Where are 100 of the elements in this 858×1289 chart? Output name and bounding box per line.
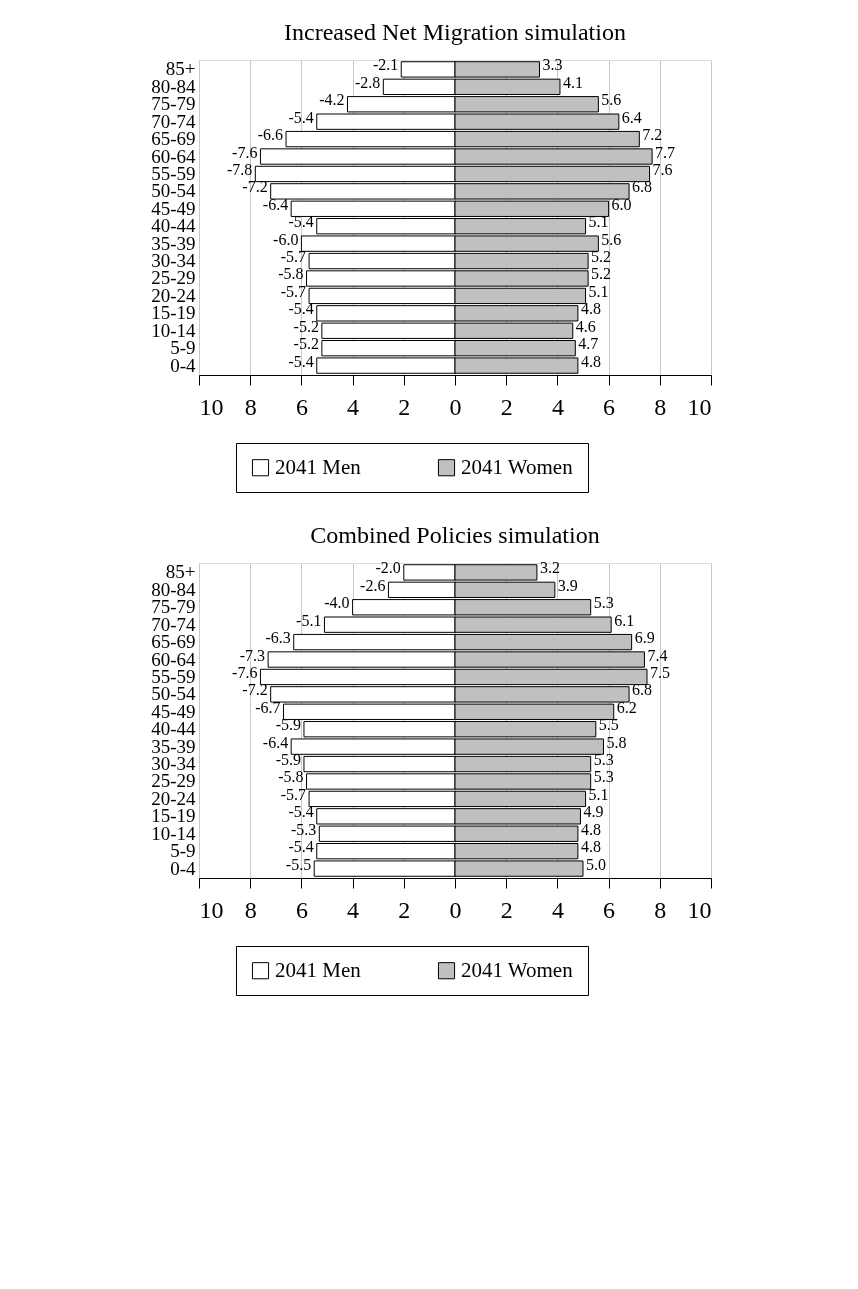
x-tick-label: 6 [603,896,616,923]
data-label: -5.9 [275,716,301,734]
data-label: -2.8 [354,73,381,91]
data-label: 7.6 [652,160,673,178]
data-label: -6.6 [257,126,284,144]
data-label: -7.2 [242,681,268,699]
data-label: -7.2 [242,178,268,196]
data-label: 6.8 [632,681,653,699]
x-tick-label: 8 [244,896,257,923]
legend-label: 2041 Men [275,454,362,479]
x-tick-label: 2 [398,393,411,420]
data-label: 4.8 [580,838,601,856]
data-label: -5.2 [293,317,319,335]
data-label: -7.6 [232,663,258,681]
data-label: 5.8 [606,733,627,751]
x-tick-label: 6 [295,393,308,420]
data-label: -4.2 [319,91,345,109]
data-label: 7.2 [642,126,663,144]
data-label: 6.1 [614,611,635,629]
data-label: -5.8 [278,768,304,786]
data-label: -5.1 [296,611,322,629]
data-label: 5.2 [591,248,612,266]
legend-label: 2041 Women [461,454,574,479]
data-label: -5.4 [288,352,314,370]
x-tick-label: 2 [500,393,513,420]
data-label: 5.1 [588,282,609,300]
data-label: -5.4 [288,803,314,821]
data-label: -5.4 [288,213,314,231]
data-label: 6.0 [611,195,632,213]
data-label: -6.7 [255,698,281,716]
x-tick-label: 2 [398,896,411,923]
data-label: 6.4 [621,108,642,126]
data-label: -5.8 [278,265,304,283]
data-label: -5.5 [285,855,312,873]
data-label: 4.9 [583,803,604,821]
chart-title: Combined Policies simulation [310,522,600,549]
legend-label: 2041 Women [461,957,574,982]
data-label: -5.7 [280,282,307,300]
data-label: 5.0 [586,855,606,873]
data-label: 4.7 [578,335,599,353]
data-label: 3.3 [542,56,563,74]
data-label: 3.2 [539,559,560,577]
data-label: 4.8 [580,300,601,318]
data-label: 4.8 [580,352,601,370]
data-label: 5.5 [598,716,619,734]
data-label: -2.6 [360,576,386,594]
data-label: -5.4 [288,838,314,856]
data-label: 7.4 [647,646,668,664]
data-label: 3.9 [557,576,578,594]
data-label: -5.2 [293,335,319,353]
x-tick-label: 8 [244,393,257,420]
data-label: -5.7 [280,248,307,266]
x-tick-label: 4 [551,896,564,923]
data-label: 4.8 [580,820,601,838]
x-tick-label: 0 [449,896,462,923]
data-label: 5.1 [588,213,609,231]
data-label: 6.2 [616,698,637,716]
x-tick-label: 10 [199,896,224,923]
data-label: 6.9 [634,629,655,647]
data-label: -7.6 [232,143,258,161]
data-label: -6.3 [265,629,291,647]
x-tick-label: 4 [551,393,564,420]
data-label: -4.0 [324,594,350,612]
x-tick-label: 10 [687,393,712,420]
data-label: 7.5 [650,663,670,681]
x-tick-label: 4 [347,896,360,923]
data-label: 6.8 [632,178,653,196]
x-tick-label: 8 [654,393,667,420]
x-tick-label: 10 [687,896,712,923]
data-label: 5.6 [601,91,622,109]
data-label: 5.3 [593,751,614,769]
x-tick-label: 6 [295,896,308,923]
chart-title: Increased Net Migration simulation [284,19,626,46]
data-label: 5.1 [588,785,609,803]
legend-label: 2041 Men [275,957,362,982]
data-label: -2.1 [372,56,399,74]
data-label: -7.3 [239,646,266,664]
data-label: 4.1 [562,73,583,91]
data-label: 5.6 [601,230,622,248]
data-label: -5.9 [275,751,301,769]
x-tick-label: 8 [654,896,667,923]
x-tick-label: 0 [449,393,462,420]
data-label: -5.4 [288,108,314,126]
data-label: -5.7 [280,785,307,803]
x-tick-label: 6 [603,393,616,420]
data-label: -6.4 [262,195,289,213]
data-label: -5.3 [290,820,317,838]
data-label: -7.8 [226,160,253,178]
x-tick-label: 10 [199,393,224,420]
data-label: 5.2 [591,265,612,283]
data-label: -6.4 [262,733,289,751]
x-tick-label: 4 [347,393,360,420]
data-label: -5.4 [288,300,314,318]
data-label: 5.3 [593,768,614,786]
data-label: 4.6 [575,317,596,335]
data-label: 5.3 [593,594,614,612]
x-tick-label: 2 [500,896,513,923]
data-label: -6.0 [273,230,299,248]
data-label: -2.0 [375,559,401,577]
data-label: 7.7 [655,143,676,161]
